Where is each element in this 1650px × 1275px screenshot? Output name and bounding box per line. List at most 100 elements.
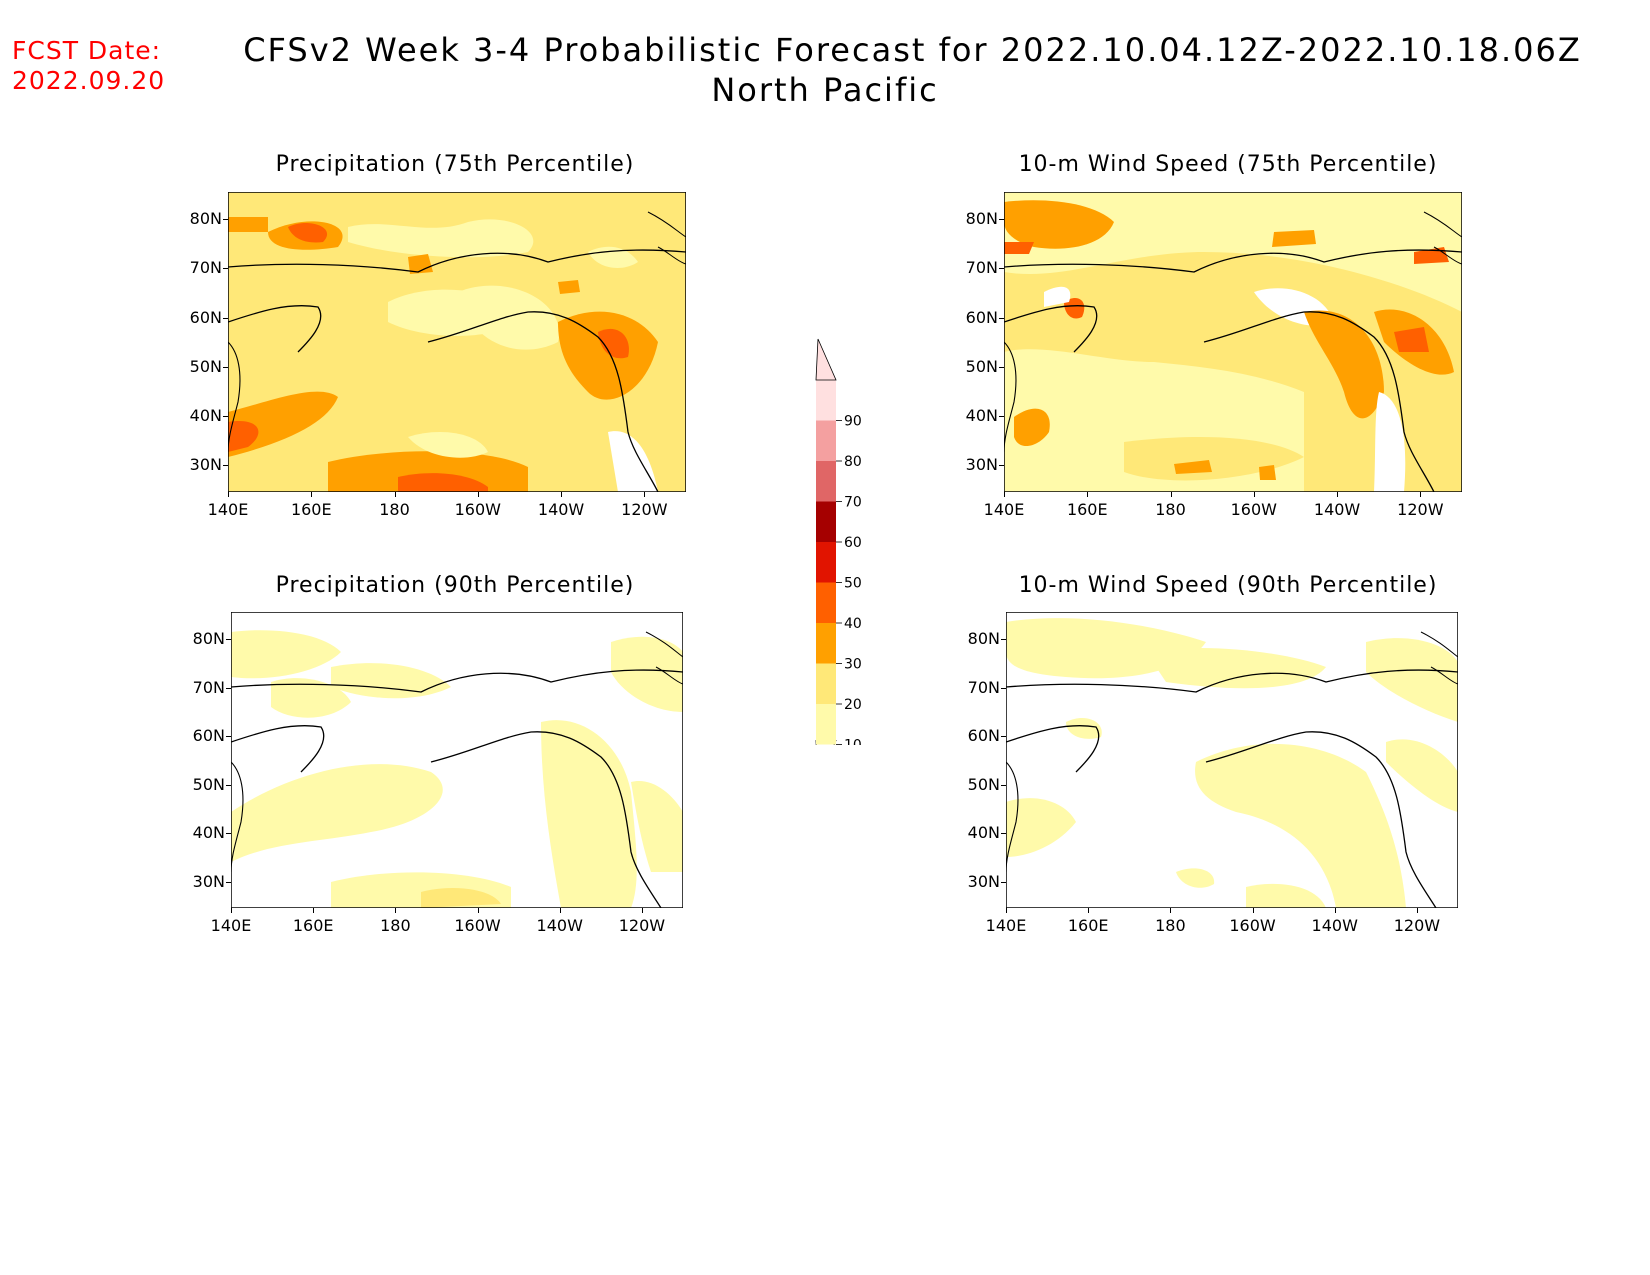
y-tick-label: 80N [189,209,222,228]
x-tick-mark [1252,908,1254,913]
y-tick-label: 70N [967,677,1000,697]
y-tick-label: 50N [192,774,225,794]
y-tick-mark [223,317,228,319]
y-tick-mark [226,639,231,640]
colorbar-swatch [816,582,836,623]
y-tick-label: 40N [189,406,222,426]
colorbar-swatch [816,623,836,664]
y-tick-label: 30N [192,871,225,891]
x-tick-label: 140E [983,500,1025,519]
colorbar-top-tail [815,338,837,381]
x-tick-mark [228,492,229,497]
y-tick-label: 60N [965,307,998,327]
x-tick-mark [1416,908,1418,913]
colorbar-swatch [816,542,836,583]
x-tick-mark [394,492,396,497]
x-tick-mark [1088,908,1090,913]
colorbar-label: 30 [844,657,862,673]
y-tick-mark [999,317,1004,319]
x-tick-mark [641,908,643,913]
y-tick-mark [999,219,1004,220]
y-tick-mark [226,881,231,883]
x-tick-label: 120W [1397,500,1444,519]
x-tick-label: 140W [537,500,585,519]
y-tick-label: 60N [189,307,222,327]
x-tick-label: 180 [1155,500,1186,519]
y-tick-label: 50N [189,356,222,376]
y-tick-mark [226,833,231,835]
x-tick-label: 140E [985,916,1027,935]
y-tick-mark [1001,881,1006,883]
x-tick-label: 140W [536,916,583,935]
x-tick-label: 160W [454,500,501,519]
y-tick-mark [1001,687,1006,689]
colorbar-swatch [816,663,836,704]
y-tick-label: 60N [967,726,1000,746]
y-tick-mark [999,416,1004,418]
y-tick-mark [999,268,1004,270]
x-tick-mark [559,908,561,913]
y-tick-mark [223,219,228,220]
map-precip-90 [231,612,683,908]
x-tick-label: 140W [1313,500,1361,519]
figure-title-main: CFSv2 Week 3-4 Probabilistic Forecast fo… [243,31,1582,69]
x-tick-label: 160W [1229,916,1276,935]
y-tick-label: 30N [965,455,998,475]
x-tick-label: 120W [618,916,666,935]
x-tick-mark [1420,492,1422,497]
x-tick-mark [1170,908,1172,913]
x-tick-label: 140W [1311,916,1358,935]
y-tick-label: 50N [967,774,1000,794]
panel-title-wind-75: 10-m Wind Speed (75th Percentile) [1018,152,1438,177]
colorbar-label: 10 [844,738,862,746]
y-tick-mark [223,465,228,467]
map-wind-75 [1004,192,1462,492]
colorbar-swatch [816,420,836,461]
y-tick-label: 80N [192,629,225,648]
y-tick-label: 30N [967,871,1000,891]
x-tick-label: 160W [454,916,501,935]
fcst-date-block: FCST Date: 2022.09.20 [12,36,165,96]
x-tick-label: 120W [1393,916,1441,935]
y-tick-label: 30N [189,455,222,475]
y-tick-mark [223,366,228,368]
x-tick-label: 180 [380,916,411,935]
y-tick-label: 70N [189,258,222,278]
x-tick-mark [1004,492,1005,497]
x-tick-mark [1087,492,1089,497]
y-tick-mark [226,784,231,786]
colorbar-swatch [816,501,836,542]
figure-title: CFSv2 Week 3-4 Probabilistic Forecast fo… [0,30,1650,110]
panel-title-precip-75: Precipitation (75th Percentile) [275,152,635,177]
fcst-date-label: FCST Date: [12,36,162,65]
x-tick-label: 120W [621,500,668,519]
x-tick-mark [313,908,315,913]
y-tick-label: 40N [965,406,998,426]
x-tick-mark [1006,908,1007,913]
x-tick-mark [1170,492,1172,497]
panel-title-precip-90: Precipitation (90th Percentile) [275,573,635,598]
colorbar-label: 80 [844,454,862,470]
y-tick-mark [1001,833,1006,835]
colorbar-swatch [816,704,836,745]
y-tick-mark [1001,639,1006,640]
x-tick-mark [1253,492,1255,497]
x-tick-label: 160E [290,500,332,519]
y-tick-mark [999,465,1004,467]
panel-title-wind-90: 10-m Wind Speed (90th Percentile) [1018,573,1438,598]
x-tick-mark [1337,492,1339,497]
colorbar-swatches: 10 20 30 40 50 60 70 80 90 [815,338,862,783]
x-tick-label: 160E [292,916,334,935]
map-precip-75 [228,192,686,492]
figure-title-region: North Pacific [711,71,939,109]
y-tick-mark [999,366,1004,368]
y-tick-mark [223,416,228,418]
y-tick-label: 60N [192,726,225,746]
x-tick-label: 180 [1155,916,1186,935]
x-tick-mark [395,908,397,913]
colorbar-label: 60 [844,535,862,551]
x-tick-label: 160E [1066,500,1108,519]
x-tick-label: 140E [207,500,249,519]
x-tick-mark [644,492,646,497]
y-tick-label: 70N [965,258,998,278]
